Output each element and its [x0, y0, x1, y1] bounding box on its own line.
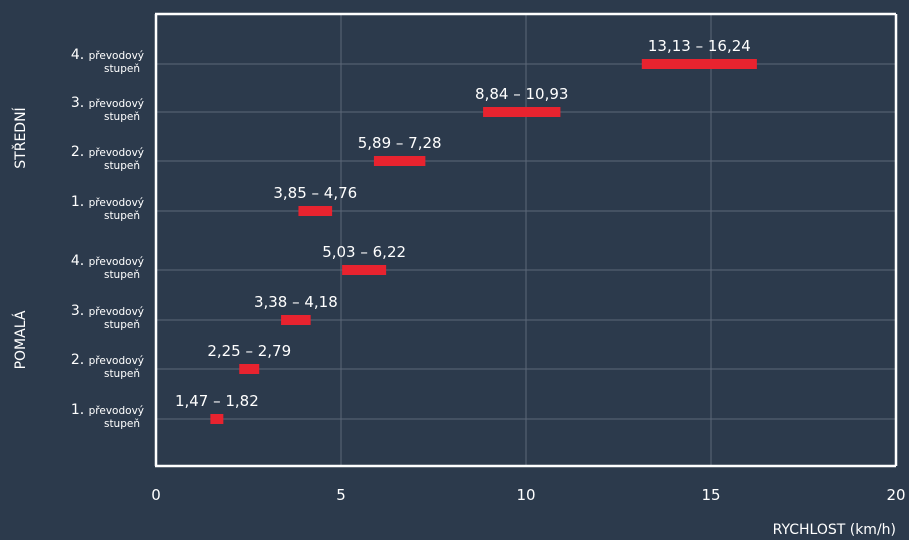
range-label: 2,25 – 2,79 [207, 342, 291, 360]
gear-number: 2. [71, 144, 89, 160]
gear-label: 4. převodový [71, 47, 144, 63]
range-label: 8,84 – 10,93 [475, 85, 568, 103]
grid [156, 14, 897, 466]
x-tick-label: 10 [516, 486, 535, 504]
range-bar [239, 364, 260, 374]
gear-number: 1. [71, 194, 89, 210]
x-tick-label: 15 [701, 486, 720, 504]
range-bar [342, 265, 387, 275]
gear-word: převodový [89, 98, 144, 110]
gear-label: 3. převodový [71, 95, 144, 111]
range-bar [281, 315, 311, 325]
group-labels: POMALÁ STŘEDNÍ [12, 107, 29, 369]
gear-word: převodový [89, 306, 144, 318]
gear-word-2: stupeň [104, 63, 140, 75]
range-label: 3,38 – 4,18 [254, 293, 338, 311]
range-bar [483, 107, 561, 117]
range-label: 3,85 – 4,76 [273, 184, 357, 202]
range-label: 5,89 – 7,28 [358, 134, 442, 152]
gear-word-2: stupeň [104, 269, 140, 281]
gear-number: 4. [71, 47, 89, 63]
gear-number: 3. [71, 95, 89, 111]
group-label: STŘEDNÍ [12, 107, 29, 168]
gear-number: 1. [71, 402, 89, 418]
gear-number: 3. [71, 303, 89, 319]
gear-number: 2. [71, 352, 89, 368]
x-tick-label: 5 [336, 486, 346, 504]
gear-word-2: stupeň [104, 111, 140, 123]
range-bar [210, 414, 224, 424]
gear-label: 4. převodový [71, 253, 144, 269]
gear-word: převodový [89, 50, 144, 62]
gear-word-2: stupeň [104, 319, 140, 331]
gear-word: převodový [89, 256, 144, 268]
range-label: 5,03 – 6,22 [322, 243, 406, 261]
gear-label: 2. převodový [71, 144, 144, 160]
range-label: 1,47 – 1,82 [175, 392, 259, 410]
gear-label: 1. převodový [71, 194, 144, 210]
gear-word-2: stupeň [104, 160, 140, 172]
gear-word: převodový [89, 147, 144, 159]
x-tick-labels: 0 5 10 15 20 [151, 486, 905, 504]
gear-label: 1. převodový [71, 402, 144, 418]
gear-word: převodový [89, 405, 144, 417]
range-bar [641, 59, 757, 69]
axes [154, 12, 898, 468]
x-tick-label: 0 [151, 486, 161, 504]
gear-number: 4. [71, 253, 89, 269]
range-label: 13,13 – 16,24 [648, 37, 751, 55]
range-bar [298, 206, 333, 216]
x-axis-label: RYCHLOST (km/h) [773, 522, 896, 538]
gear-word: převodový [89, 355, 144, 367]
group-label: POMALÁ [12, 310, 29, 369]
gear-label: 2. převodový [71, 352, 144, 368]
gear-word-2: stupeň [104, 210, 140, 222]
gear-label: 3. převodový [71, 303, 144, 319]
gear-word-2: stupeň [104, 418, 140, 430]
x-tick-label: 20 [886, 486, 905, 504]
gear-word-2: stupeň [104, 368, 140, 380]
gear-word: převodový [89, 197, 144, 209]
range-bar [373, 156, 426, 166]
